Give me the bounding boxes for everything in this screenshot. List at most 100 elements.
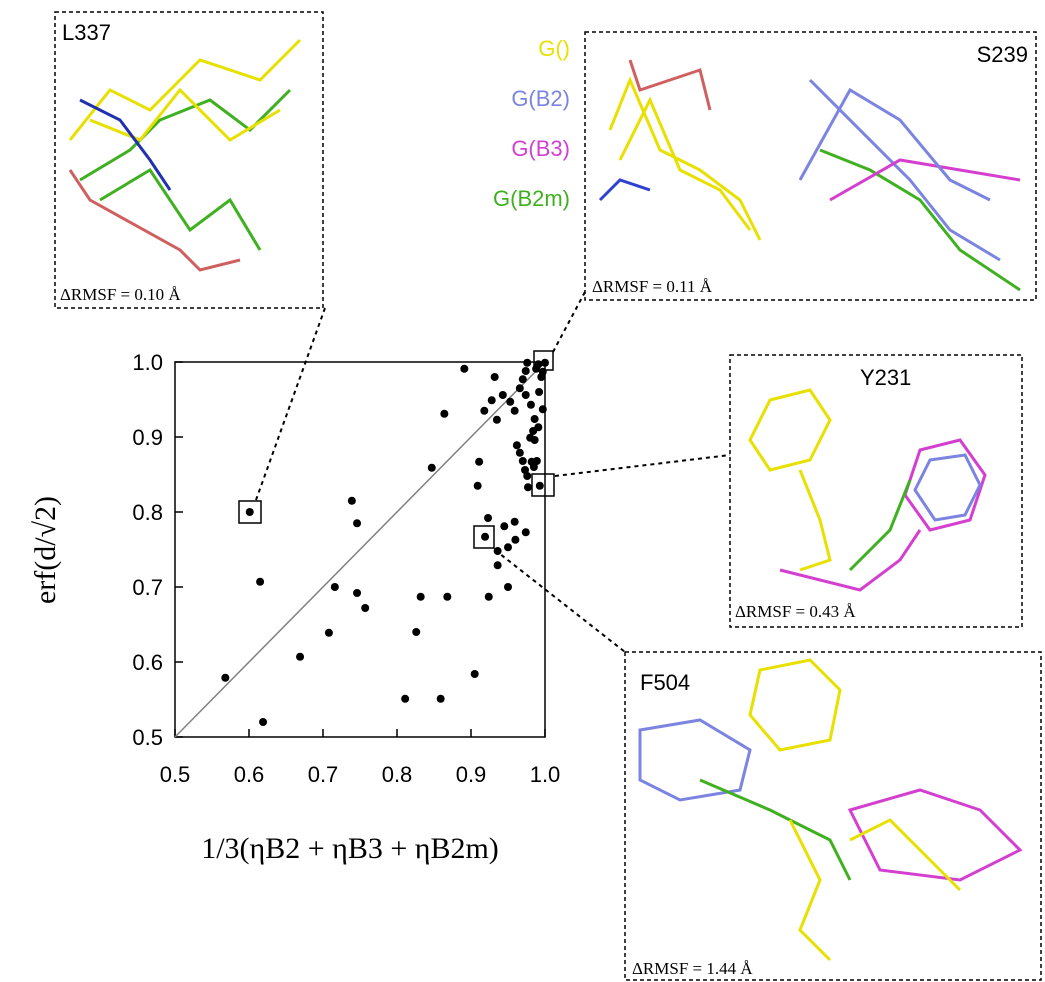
- point: [522, 367, 530, 375]
- point: [522, 391, 530, 399]
- inset-l337: L337 ΔRMSF = 0.10 Å: [55, 12, 323, 308]
- point: [256, 578, 264, 586]
- point: [536, 482, 544, 490]
- legend-entry: G(B2m): [493, 186, 570, 211]
- point: [480, 407, 488, 415]
- x-tick-label: 0.9: [456, 762, 487, 787]
- inset-label: L337: [62, 20, 111, 45]
- point: [353, 519, 361, 527]
- point: [530, 463, 538, 471]
- inset-f504: F504 ΔRMSF = 1.44 Å: [625, 652, 1041, 980]
- molecule-render: [70, 40, 300, 270]
- point: [296, 653, 304, 661]
- x-tick-label: 0.7: [308, 762, 339, 787]
- y-axis-label: erf(d/√2): [29, 496, 62, 604]
- point: [511, 407, 519, 415]
- point: [532, 365, 540, 373]
- connector: [256, 308, 325, 500]
- inset-y231: Y231 ΔRMSF = 0.43 Å: [730, 355, 1022, 627]
- x-axis-label: 1/3(ηB2 + ηB3 + ηB2m): [201, 832, 499, 865]
- point: [488, 396, 496, 404]
- x-tick-label: 0.5: [160, 762, 191, 787]
- point: [443, 593, 451, 601]
- point: [516, 449, 524, 457]
- point: [516, 384, 524, 392]
- inset-rmsf: ΔRMSF = 0.10 Å: [60, 285, 181, 304]
- point: [519, 457, 527, 465]
- point: [221, 674, 229, 682]
- point: [513, 441, 521, 449]
- point: [353, 589, 361, 597]
- inset-s239: S239 ΔRMSF = 0.11 Å: [585, 32, 1036, 300]
- point: [499, 391, 507, 399]
- point: [494, 561, 502, 569]
- point: [522, 528, 530, 536]
- molecule-render: [640, 660, 1020, 960]
- point: [440, 410, 448, 418]
- inset-label: Y231: [860, 365, 911, 390]
- inset-rmsf: ΔRMSF = 0.43 Å: [735, 602, 856, 621]
- point: [506, 398, 514, 406]
- x-tick-label: 0.8: [382, 762, 413, 787]
- inset-label: F504: [640, 670, 690, 695]
- y-tick-label: 0.7: [132, 575, 163, 600]
- connector: [495, 550, 625, 652]
- connector: [553, 290, 586, 352]
- y-tick-label: 1.0: [132, 350, 163, 375]
- point: [246, 508, 254, 516]
- point: [475, 458, 483, 466]
- point: [361, 604, 369, 612]
- inset-rmsf: ΔRMSF = 0.11 Å: [592, 277, 713, 296]
- point: [417, 593, 425, 601]
- point: [524, 483, 532, 491]
- point: [527, 401, 535, 409]
- point: [493, 416, 501, 424]
- point: [412, 628, 420, 636]
- molecule-render: [750, 390, 985, 590]
- x-tick-label: 0.6: [234, 762, 265, 787]
- figure: L337 ΔRMSF = 0.10 Å S239 ΔRMSF = 0.11 Å …: [0, 0, 1045, 982]
- point: [494, 547, 502, 555]
- point: [535, 388, 543, 396]
- point: [491, 373, 499, 381]
- point: [484, 514, 492, 522]
- point: [504, 543, 512, 551]
- molecule-render: [600, 60, 1020, 290]
- point: [531, 436, 539, 444]
- point: [460, 365, 468, 373]
- diagonal: [175, 362, 545, 737]
- point: [534, 423, 542, 431]
- point: [500, 522, 508, 530]
- point: [481, 533, 489, 541]
- y-tick-label: 0.9: [132, 425, 163, 450]
- point: [428, 464, 436, 472]
- point: [504, 583, 512, 591]
- point: [519, 375, 527, 383]
- point: [437, 695, 445, 703]
- legend-entry: G(B2): [511, 86, 570, 111]
- inset-frame: [585, 32, 1036, 300]
- legend: G() G(B2) G(B3) G(B2m): [493, 36, 570, 211]
- legend-entry: G(): [538, 36, 570, 61]
- point: [511, 536, 519, 544]
- y-tick-label: 0.5: [132, 725, 163, 750]
- point: [523, 472, 531, 480]
- inset-rmsf: ΔRMSF = 1.44 Å: [632, 959, 753, 978]
- point: [471, 670, 479, 678]
- point: [511, 518, 519, 526]
- point: [531, 415, 539, 423]
- x-tick-label: 1.0: [530, 762, 561, 787]
- y-tick-label: 0.8: [132, 500, 163, 525]
- point: [401, 695, 409, 703]
- point: [331, 583, 339, 591]
- point: [523, 359, 531, 367]
- point: [474, 482, 482, 490]
- point: [485, 593, 493, 601]
- point: [325, 629, 333, 637]
- inset-frame: [625, 652, 1041, 980]
- point: [348, 497, 356, 505]
- point: [541, 359, 549, 367]
- inset-label: S239: [977, 42, 1028, 67]
- legend-entry: G(B3): [511, 136, 570, 161]
- point: [539, 405, 547, 413]
